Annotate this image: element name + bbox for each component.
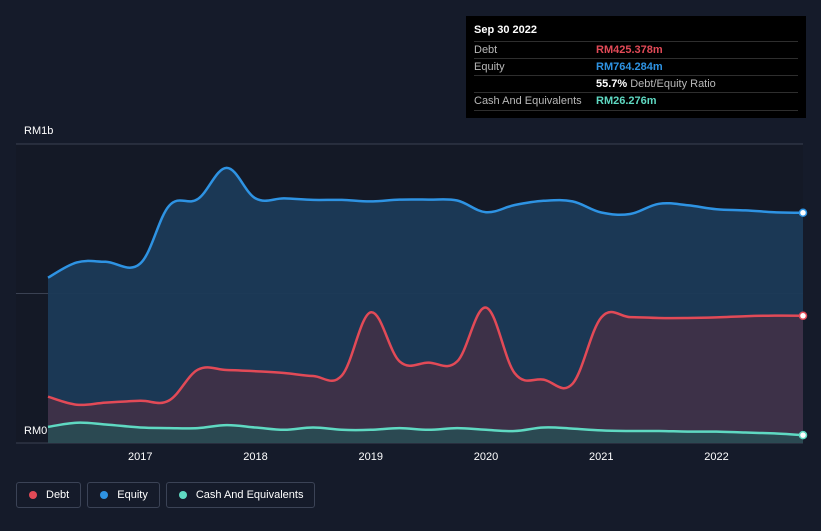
x-tick-label-2018: 2018 [243,451,267,463]
tooltip-panel: Sep 30 2022 Debt RM425.378m Equity RM764… [466,16,806,118]
debt-end-marker [798,311,808,321]
legend-dot-icon [100,491,109,499]
equity-end-marker [798,208,808,218]
legend-dot-icon [29,491,37,499]
tooltip-ratio-label: Debt/Equity Ratio [630,78,716,90]
tooltip-row-value: RM26.276m [596,95,657,107]
x-tick-label-2019: 2019 [359,451,383,463]
debt-line [47,306,804,407]
tooltip-ratio-value: 55.7% [596,78,628,90]
tooltip-date: Sep 30 2022 [474,24,537,36]
tooltip-row-equity: Equity RM764.284m [474,58,798,76]
tooltip-row-label: Equity [474,61,505,73]
tooltip-row-cash: Cash And Equivalents RM26.276m [474,92,798,111]
tooltip-row-ratio: 55.7% Debt/Equity Ratio [474,75,798,93]
x-tick-label-2022: 2022 [704,451,728,463]
tooltip-row-label: Cash And Equivalents [474,95,582,107]
y-axis-label-bottom: RM0 [24,425,48,437]
tooltip-row-debt: Debt RM425.378m [474,41,798,59]
equity-line [47,166,804,279]
tooltip-ratio: 55.7% Debt/Equity Ratio [596,78,716,90]
legend-item-equity[interactable]: Equity [87,482,160,508]
x-tick-label-2021: 2021 [589,451,613,463]
legend-label: Debt [46,489,70,501]
tooltip-row-label: Debt [474,44,498,56]
tooltip-row-value: RM425.378m [596,44,663,56]
cash-and-equivalents-line [47,421,804,437]
x-tick-label-2017: 2017 [128,451,152,463]
legend-label: Cash And Equivalents [195,489,304,501]
legend-label: Equity [117,489,148,501]
legend-item-cash[interactable]: Cash And Equivalents [165,482,316,508]
tooltip-row-value: RM764.284m [596,61,663,73]
x-tick-label-2020: 2020 [474,451,498,463]
legend-item-debt[interactable]: Debt [16,482,82,508]
cash-and-equivalents-area [48,422,803,443]
cash-and-equivalents-end-marker [798,430,808,440]
debt-area [48,307,803,443]
legend-dot-icon [178,491,187,499]
y-axis-label-top: RM1b [24,125,54,137]
chart-legend: Debt Equity Cash And Equivalents [16,482,316,510]
